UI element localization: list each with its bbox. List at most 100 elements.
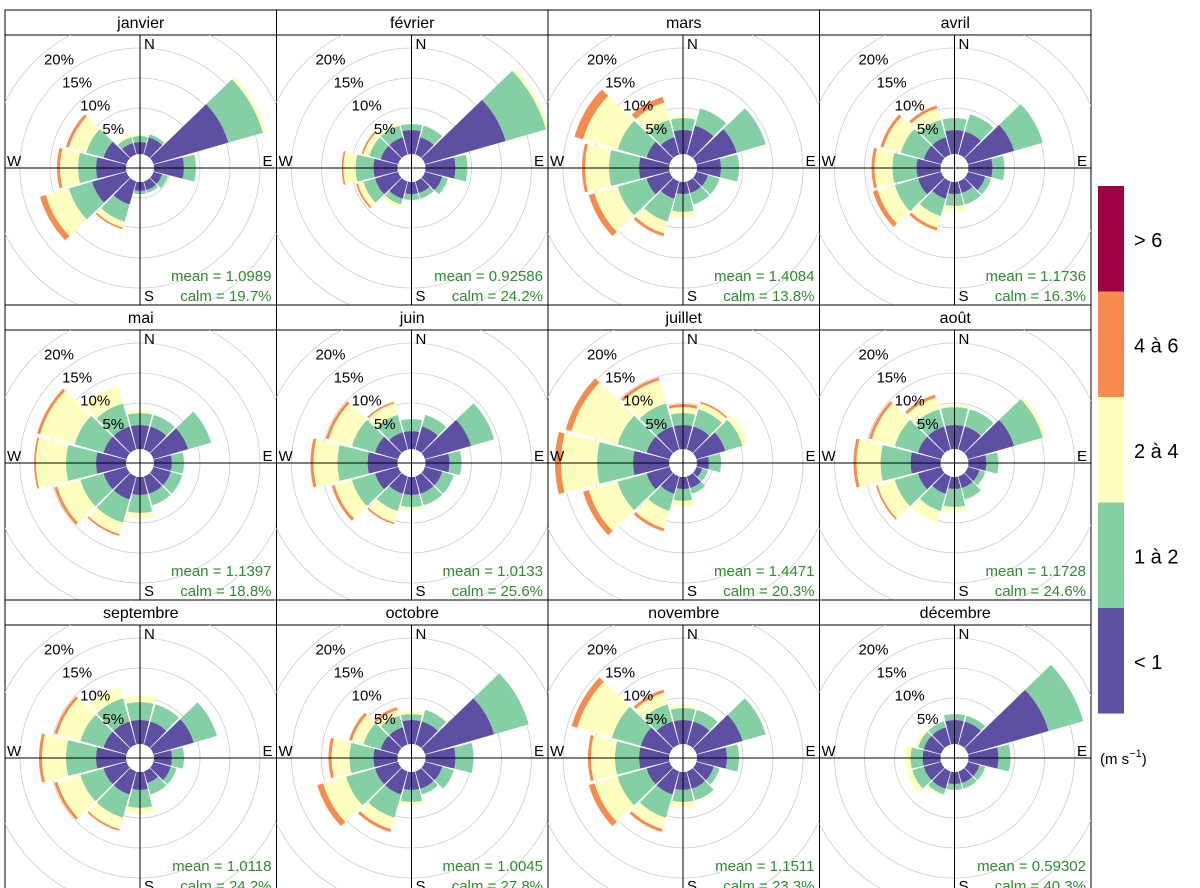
rose-sector: [415, 721, 438, 748]
panel-title: septembre: [103, 605, 179, 622]
cardinal-s: S: [416, 583, 426, 600]
rose-sector: [80, 714, 113, 748]
ring-label: 10%: [895, 98, 925, 115]
ring-label: 5%: [645, 711, 667, 728]
cardinal-w: W: [822, 448, 837, 465]
legend-label: 2 à 4: [1134, 441, 1178, 463]
rose-sector: [918, 466, 945, 490]
rose-sector: [334, 480, 367, 519]
rose-sector: [961, 481, 981, 500]
rose-sector: [958, 426, 981, 453]
rose-sector: [86, 129, 113, 158]
rose-sector: [894, 473, 928, 507]
panel-title: mai: [128, 310, 154, 327]
rose-sector: [376, 414, 403, 440]
cardinal-n: N: [687, 626, 698, 643]
legend-label: 1 à 2: [1134, 546, 1178, 568]
cardinal-n: N: [416, 331, 427, 348]
rose-sector: [623, 380, 666, 419]
rose-sector: [143, 426, 167, 453]
rose-sector: [932, 768, 951, 789]
rose-sector: [714, 419, 743, 451]
rose-sector: [375, 466, 402, 490]
rose-sector: [380, 715, 403, 735]
rose-sector: [660, 178, 680, 199]
rose-sector: [113, 178, 137, 205]
rose-sector: [363, 723, 389, 750]
rose-sector: [644, 704, 673, 731]
cardinal-s: S: [687, 878, 697, 888]
rose-sector: [383, 195, 401, 208]
rose-sector: [686, 768, 706, 789]
calm-label: calm = 25.6%: [452, 583, 543, 600]
rose-sector: [389, 473, 408, 494]
rose-sector: [147, 776, 167, 795]
mean-label: mean = 1.0045: [443, 858, 544, 875]
rose-sector: [965, 715, 986, 731]
rose-sector: [868, 401, 893, 440]
rose-sector: [66, 114, 87, 148]
cardinal-w: W: [7, 448, 22, 465]
rose-sector: [346, 768, 385, 806]
ring-label: 5%: [645, 121, 667, 138]
rose-sector: [633, 689, 665, 710]
rose-sector: [150, 466, 171, 486]
rose-sector: [368, 403, 398, 427]
rose-sector: [156, 174, 168, 189]
rose-sector: [571, 382, 635, 445]
rose-sector: [68, 181, 104, 220]
calm-label: calm = 23.3%: [723, 878, 814, 888]
panel-title: février: [390, 15, 435, 32]
rose-sector: [103, 141, 130, 165]
rose-sector: [648, 486, 675, 512]
rose-sector: [380, 125, 403, 145]
rose-sector: [113, 426, 137, 453]
panel-frame: [819, 34, 1092, 306]
rose-sector: [594, 186, 635, 232]
rose-sector: [148, 486, 171, 506]
rose-sector: [415, 768, 434, 789]
cardinal-w: W: [550, 153, 565, 170]
legend-swatch: [1098, 608, 1124, 714]
rose-sector: [588, 783, 617, 827]
cardinal-s: S: [959, 878, 969, 888]
calm-label: calm = 16.3%: [995, 288, 1086, 305]
rose-sector: [617, 768, 656, 806]
cardinal-n: N: [144, 626, 155, 643]
ring-label: 10%: [80, 688, 110, 705]
rose-sector: [378, 122, 400, 137]
rose-sector: [918, 731, 932, 750]
rose-sector: [875, 485, 897, 520]
rose-sector: [80, 768, 113, 802]
rose-sector: [961, 186, 981, 205]
rose-sector: [693, 129, 737, 165]
legend-label: < 1: [1134, 652, 1162, 674]
rose-sector: [325, 401, 350, 440]
rose-sector: [37, 388, 66, 435]
mean-label: mean = 1.1736: [986, 268, 1087, 285]
rose-sector: [374, 707, 398, 722]
cardinal-e: E: [534, 448, 544, 465]
rose-sector: [964, 419, 1015, 460]
rose-sector: [693, 171, 708, 187]
rose-sector: [932, 178, 951, 199]
rose-sector: [571, 677, 604, 728]
ring-label: 20%: [315, 346, 345, 363]
rose-sector: [958, 131, 981, 158]
ring-label: 20%: [587, 346, 617, 363]
rose-sector: [415, 178, 430, 193]
rose-sector: [421, 466, 443, 486]
rose-sector: [113, 473, 137, 500]
rose-sector: [103, 466, 130, 490]
rose-sector: [357, 181, 376, 207]
rose-sector: [727, 698, 766, 741]
rose-sector: [999, 104, 1043, 151]
mean-label: mean = 0.92586: [434, 268, 543, 285]
rose-sector: [965, 114, 994, 141]
cardinal-w: W: [7, 743, 22, 760]
ring-label: 15%: [62, 74, 92, 91]
rose-sector: [54, 486, 79, 525]
